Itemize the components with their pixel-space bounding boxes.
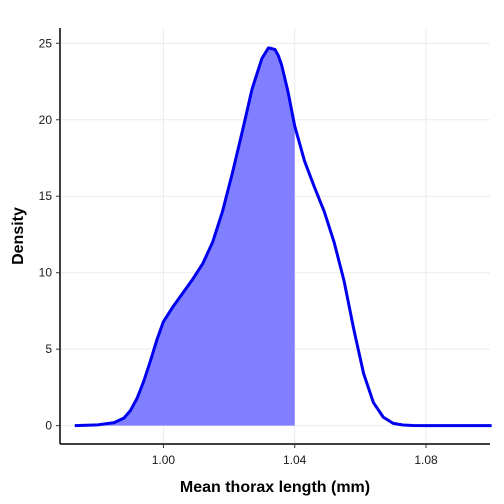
y-tick-label: 10: [39, 266, 53, 280]
x-tick-label: 1.00: [152, 453, 176, 467]
x-axis-ticks: 1.00 1.04 1.08: [152, 444, 438, 467]
shaded-density-area: [74, 47, 295, 426]
y-tick-label: 25: [39, 36, 53, 50]
y-tick-label: 20: [39, 113, 53, 127]
x-tick-label: 1.08: [414, 453, 438, 467]
y-tick-label: 15: [39, 189, 53, 203]
y-tick-label: 0: [45, 419, 52, 433]
y-tick-label: 5: [45, 342, 52, 356]
axes: [59, 28, 490, 445]
y-axis-title: Density: [10, 207, 27, 265]
x-axis-title: Mean thorax length (mm): [180, 479, 370, 496]
density-curve: [74, 46, 492, 428]
x-tick-label: 1.04: [283, 453, 307, 467]
y-axis-ticks: 0 5 10 15 20 25: [39, 36, 60, 433]
